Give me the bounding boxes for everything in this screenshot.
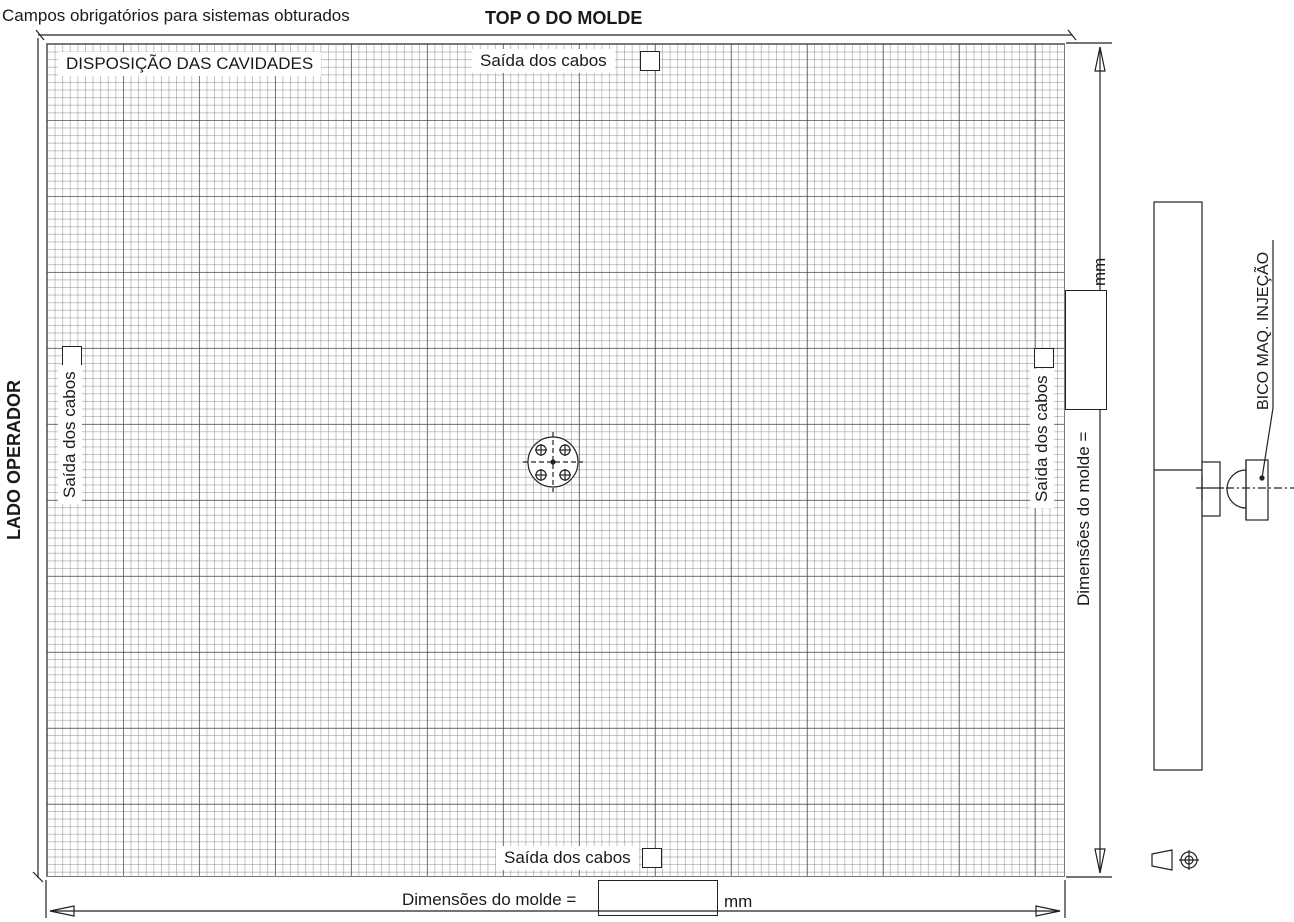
nozzle-icon (1196, 240, 1294, 521)
vertical-dimension-input[interactable] (1065, 290, 1107, 410)
arrow-left-icon (49, 905, 75, 917)
top-frame-tick-right (1067, 29, 1077, 41)
cable-exit-top-label: Saída dos cabos (472, 49, 615, 73)
projection-symbol-icon (1151, 849, 1199, 871)
mold-side-plate (1153, 201, 1203, 771)
left-frame-tick (32, 871, 44, 883)
cable-exit-right-checkbox[interactable] (1034, 348, 1054, 368)
cavity-layout-title: DISPOSIÇÃO DAS CAVIDADES (58, 52, 322, 76)
cable-exit-top-checkbox[interactable] (640, 51, 660, 71)
central-sprue-icon (523, 432, 583, 492)
horizontal-dimension-input[interactable] (598, 880, 718, 916)
arrow-down-icon (1094, 848, 1106, 874)
arrow-up-icon (1094, 46, 1106, 72)
top-frame-tick-left (35, 29, 45, 41)
required-fields-note: Campos obrigatórios para sistemas obtura… (2, 6, 350, 25)
mold-top-title: TOP O DO MOLDE (485, 8, 643, 28)
cable-exit-bottom-label: Saída dos cabos (496, 846, 639, 870)
cavity-layout-grid[interactable] (46, 43, 1065, 877)
cable-exit-bottom-checkbox[interactable] (642, 848, 662, 868)
horizontal-dimension-label: Dimensões do molde = (402, 890, 577, 909)
horizontal-dimension-unit: mm (724, 892, 753, 911)
arrow-right-icon (1035, 905, 1061, 917)
